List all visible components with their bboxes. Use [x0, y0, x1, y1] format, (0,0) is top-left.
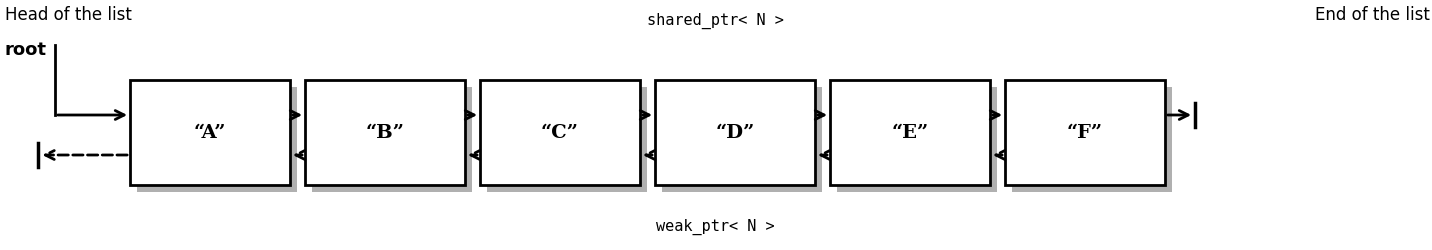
Bar — [836, 88, 997, 192]
Bar — [137, 88, 296, 192]
Text: shared_ptr< N >: shared_ptr< N > — [647, 13, 783, 29]
Bar — [130, 81, 291, 185]
Bar — [662, 88, 822, 192]
Bar — [654, 81, 815, 185]
Text: “C”: “C” — [541, 124, 579, 142]
Text: “A”: “A” — [193, 124, 226, 142]
Bar — [305, 81, 465, 185]
Bar — [831, 81, 990, 185]
Text: “F”: “F” — [1067, 124, 1103, 142]
Text: weak_ptr< N >: weak_ptr< N > — [656, 218, 775, 234]
Text: “E”: “E” — [891, 124, 928, 142]
Text: “D”: “D” — [716, 124, 755, 142]
Bar — [480, 81, 640, 185]
Text: root: root — [4, 41, 47, 59]
Text: Head of the list: Head of the list — [4, 6, 132, 24]
Text: End of the list: End of the list — [1315, 6, 1431, 24]
Bar — [1005, 81, 1166, 185]
Bar — [1012, 88, 1171, 192]
Text: “B”: “B” — [365, 124, 404, 142]
Bar — [312, 88, 473, 192]
Bar — [487, 88, 647, 192]
